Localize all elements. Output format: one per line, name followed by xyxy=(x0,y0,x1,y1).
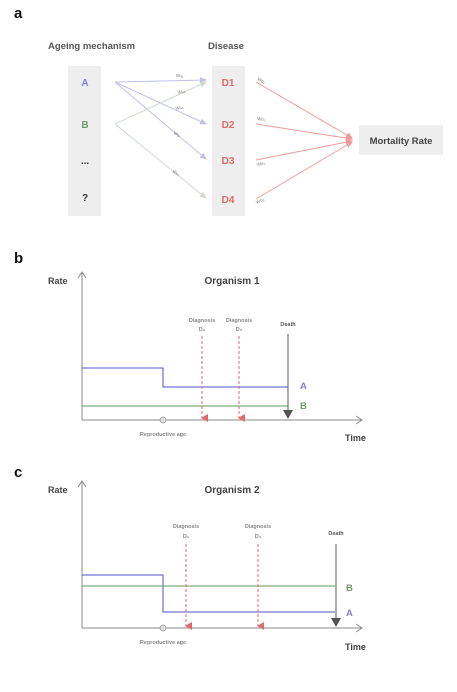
mechanism-weights: Wₐ₁ Wₐ₂ Wₐ₄ Wᵦ₂ Wᵦ₃ xyxy=(172,73,186,177)
panel-b-letter: b xyxy=(14,250,23,267)
disease-header: Disease xyxy=(208,41,244,52)
reproductive-age-marker xyxy=(159,416,167,424)
diagnosis-label-1: Diagnosis xyxy=(189,318,215,324)
panel-a: a Ageing mechanism Disease Wₐ₁ Wₐ₂ Wₐ₄ W… xyxy=(14,5,443,216)
arrow-d4-mortality xyxy=(255,141,353,200)
disease-d3: D3 xyxy=(222,156,235,167)
diagnosis-label-2: Diagnosis xyxy=(245,524,271,530)
series-a-label: A xyxy=(346,608,353,619)
disease-d4: D4 xyxy=(222,195,235,206)
diagnosis-disease-1: D₁ xyxy=(183,534,190,540)
reproductive-age-label: Reproductive age xyxy=(140,640,186,646)
diagnosis-label-2: Diagnosis xyxy=(226,318,252,324)
arrow-d3-mortality xyxy=(255,139,353,161)
mechanism-unknown: ? xyxy=(82,193,88,204)
diagnosis-disease-1: D₂ xyxy=(199,327,206,333)
weight-label: Wᴅ₄ xyxy=(255,196,265,205)
mortality-box xyxy=(359,125,443,155)
arrow-d1-mortality xyxy=(255,81,353,139)
panel-c: c Rate Organism 2 Time B A Reproductive … xyxy=(14,464,366,652)
weight-label: Wₐ₁ xyxy=(176,73,184,78)
death-label: Death xyxy=(280,322,296,328)
mechanism-b: B xyxy=(81,120,88,131)
series-a-line xyxy=(82,574,335,613)
disease-box xyxy=(212,66,245,216)
y-axis-arrowhead xyxy=(77,271,87,279)
panel-c-letter: c xyxy=(14,464,22,481)
y-axis-label: Rate xyxy=(48,276,68,286)
weight-label: Wₐ₂ xyxy=(177,88,186,95)
series-a-label: A xyxy=(300,381,307,392)
y-axis-label: Rate xyxy=(48,485,68,495)
weight-label: Wᴅ₂ xyxy=(257,116,266,122)
chart-title: Organism 1 xyxy=(204,276,259,287)
disease-weights: Wᴅ₁ Wᴅ₂ Wᴅ₃ Wᴅ₄ xyxy=(255,76,266,204)
weight-label: Wₐ₄ xyxy=(175,104,184,111)
axes xyxy=(77,480,363,633)
x-axis-label: Time xyxy=(345,642,366,652)
disease-d1: D1 xyxy=(222,78,235,89)
panel-b: b Rate Organism 1 Time A B Reproductive … xyxy=(14,250,366,443)
mechanism-header: Ageing mechanism xyxy=(48,41,135,52)
reproductive-age-label: Reproductive age xyxy=(140,432,186,438)
axes xyxy=(77,271,363,425)
weight-label: Wᵦ₂ xyxy=(173,130,182,138)
weight-label: Wᴅ₁ xyxy=(257,76,267,85)
mortality-label: Mortality Rate xyxy=(370,136,433,147)
diagnosis-disease-2: D₄ xyxy=(255,534,262,540)
x-axis-label: Time xyxy=(345,433,366,443)
disease-d2: D2 xyxy=(222,120,235,131)
chart-title: Organism 2 xyxy=(204,485,259,496)
disease-arrows xyxy=(255,81,353,200)
weight-label: Wᴅ₃ xyxy=(256,161,265,167)
y-axis-arrowhead xyxy=(77,480,87,488)
mechanism-more: ... xyxy=(81,156,90,167)
arrow-b-d4 xyxy=(114,123,207,199)
reproductive-age-marker xyxy=(159,624,167,632)
x-axis-arrowhead xyxy=(355,415,363,425)
mechanism-a: A xyxy=(81,78,88,89)
death-label: Death xyxy=(328,531,344,537)
arrow-b-d1 xyxy=(114,81,207,125)
mechanism-box xyxy=(68,66,101,216)
panel-a-letter: a xyxy=(14,5,23,22)
series-a-line xyxy=(82,367,288,388)
series-b-label: B xyxy=(346,583,353,594)
weight-label: Wᵦ₃ xyxy=(172,169,181,177)
arrow-a-d3 xyxy=(114,81,207,160)
arrow-d2-mortality xyxy=(255,123,353,142)
mechanism-arrows xyxy=(114,77,207,199)
diagnosis-label-1: Diagnosis xyxy=(173,524,199,530)
x-axis-arrowhead xyxy=(355,623,363,633)
diagnosis-disease-2: D₃ xyxy=(236,327,243,333)
series-b-label: B xyxy=(300,401,307,412)
arrow-a-d1 xyxy=(114,77,207,84)
